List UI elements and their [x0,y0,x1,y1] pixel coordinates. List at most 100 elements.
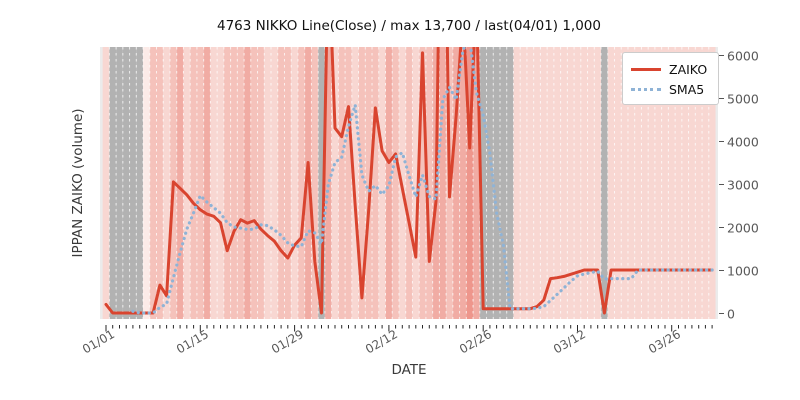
y-axis-label: IPPAN ZAIKO (volume) [70,108,86,258]
day-stripe [439,47,447,319]
y-tick-label: 4000 [727,134,759,149]
y-tick-label: 6000 [727,48,759,63]
gray-band-stripe [601,47,608,319]
day-stripe [277,47,285,319]
x-tick-label: 01/01 [80,327,117,357]
day-stripe [708,47,716,319]
day-stripe [176,47,184,319]
day-stripe [230,47,238,319]
sma5-line [131,47,714,315]
day-stripe [695,47,703,319]
day-stripe [405,47,413,319]
day-stripe [190,47,197,319]
day-stripe [372,47,379,319]
day-stripe [580,47,588,319]
day-stripe [412,47,420,319]
day-stripe [560,47,568,319]
day-stripe [648,47,655,319]
day-stripe [681,47,689,319]
day-stripe [311,47,319,319]
legend-item-zaiko: ZAIKO [631,59,710,79]
day-stripe [607,47,615,319]
day-stripe [338,47,346,319]
day-stripe [594,47,602,319]
gray-band-stripe [486,47,494,319]
legend: ZAIKO SMA5 [622,52,719,105]
background-stripes [102,47,716,319]
day-stripe [567,47,575,319]
day-stripe [540,47,548,319]
gray-band-stripe [493,47,500,319]
day-stripe [331,47,339,319]
day-stripe [702,47,709,319]
day-stripe [668,47,676,319]
day-stripe [163,47,170,319]
x-ticks [105,325,713,332]
gray-band-stripe [506,47,514,319]
y-tick-label: 3000 [727,177,759,192]
day-stripe [392,47,399,319]
day-stripe [183,47,191,319]
plot-area [100,47,718,319]
y-tick-label: 1000 [727,263,759,278]
day-stripe [143,47,150,319]
x-axis-ticks-canvas [105,325,713,332]
gray-band-stripe [116,47,123,319]
gray-band-stripe [500,47,507,319]
chart-title: 4763 NIKKO Line(Close) / max 13,700 / la… [217,18,601,34]
day-stripe [250,47,258,319]
y-tick-mark [719,98,724,100]
day-stripe [264,47,272,319]
day-stripe [526,47,534,319]
day-stripe [217,47,224,319]
day-stripe [324,47,332,319]
day-stripe [271,47,278,319]
day-stripe [244,47,251,319]
gray-band-stripe [129,47,137,319]
legend-label-zaiko: ZAIKO [669,61,708,77]
y-tick-mark [719,141,724,143]
day-stripe [297,47,305,319]
day-stripe [634,47,642,319]
day-stripe [203,47,211,319]
day-stripe [102,47,110,319]
day-stripe [452,47,460,319]
gray-band-stripe [136,47,144,319]
day-stripe [533,47,541,319]
day-stripe [257,47,265,319]
day-stripe [614,47,622,319]
plot-canvas [102,47,716,319]
day-stripe [223,47,231,319]
gray-band-stripe [109,47,117,319]
y-tick-mark [719,184,724,186]
day-stripe [520,47,527,319]
day-stripe [654,47,662,319]
day-stripe [574,47,581,319]
gray-band-stripe [318,47,325,319]
zaiko-line [104,47,714,315]
zaiko-line-sample-icon [631,67,661,71]
day-stripe [345,47,352,319]
day-stripe [351,47,359,319]
day-stripe [210,47,218,319]
day-stripe [513,47,521,319]
y-tick-label: 2000 [727,220,759,235]
day-stripe [284,47,292,319]
y-tick-mark [719,227,724,229]
day-stripe [419,47,426,319]
day-stripe [621,47,628,319]
sma5-line-sample-icon [631,87,661,91]
y-tick-label: 0 [727,306,735,321]
gray-band-stripe [122,47,130,319]
x-axis-label: DATE [391,362,427,378]
day-stripe [587,47,595,319]
day-stripe [473,47,480,319]
day-stripe [378,47,386,319]
y-tick-mark [719,313,724,315]
day-stripe [196,47,204,319]
day-stripe [466,47,474,319]
x-axis-ticks [100,319,718,332]
y-tick-label: 5000 [727,91,759,106]
y-tick-mark [719,270,724,272]
day-stripe [291,47,298,319]
